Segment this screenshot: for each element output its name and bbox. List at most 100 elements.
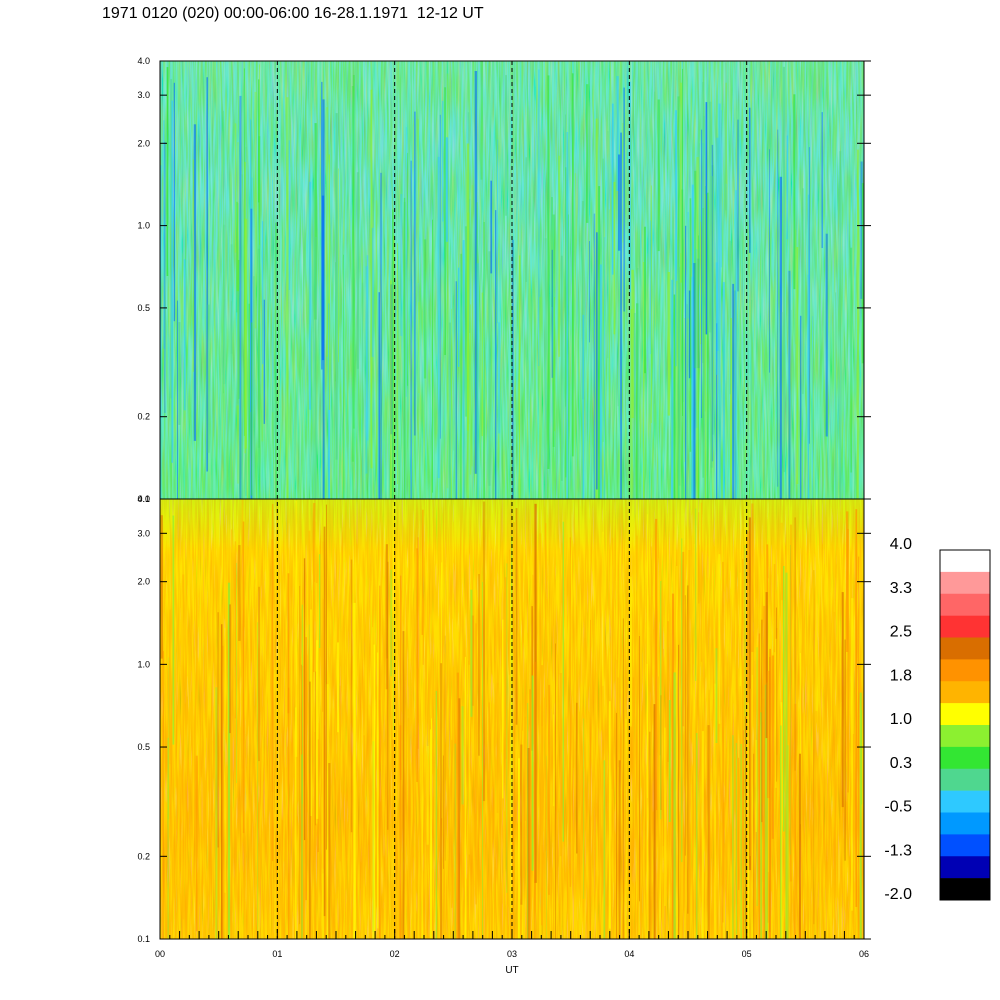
bot-stripe — [737, 586, 739, 905]
bot-stripe — [747, 702, 750, 939]
bot-stripe — [761, 721, 764, 939]
top-stripe — [432, 219, 433, 493]
bot-stripe — [470, 589, 473, 717]
top-stripe — [308, 181, 312, 410]
top-stripe — [407, 152, 409, 386]
y-tick-label: 0.5 — [137, 303, 150, 313]
bot-stripe — [783, 566, 785, 832]
bot-stripe — [813, 570, 815, 925]
bot-stripe — [732, 735, 734, 939]
top-stripe — [835, 292, 837, 499]
colorbar-swatch — [940, 725, 990, 748]
bot-stripe — [309, 681, 311, 939]
colorbar-label: -1.3 — [884, 842, 912, 859]
top-stripe — [687, 212, 689, 319]
bot-stripe — [399, 725, 402, 939]
bot-stripe — [430, 729, 432, 939]
top-stripe — [682, 68, 683, 417]
top-stripe — [729, 240, 731, 395]
x-tick-label: 01 — [272, 949, 282, 959]
bot-stripe — [502, 619, 504, 799]
top-stripe — [678, 267, 681, 486]
top-stripe — [808, 147, 810, 444]
x-tick-label: 00 — [155, 949, 165, 959]
bot-stripe — [295, 707, 297, 939]
top-stripe — [444, 87, 446, 356]
top-stripe — [643, 262, 645, 499]
top-stripe — [362, 282, 364, 499]
bot-stripe — [520, 744, 523, 905]
top-stripe — [469, 304, 472, 475]
colorbar-label: -2.0 — [884, 886, 912, 903]
top-stripe — [258, 79, 260, 203]
top-stripe — [730, 318, 732, 499]
top-stripe — [673, 294, 676, 499]
bot-stripe — [421, 634, 423, 939]
colorbar-swatch — [940, 681, 990, 704]
bot-stripe — [684, 595, 686, 856]
top-stripe — [248, 303, 250, 499]
top-stripe — [608, 209, 611, 418]
bot-stripe — [801, 582, 803, 939]
top-stripe — [622, 123, 624, 243]
bot-stripe — [287, 573, 290, 714]
top-stripe — [263, 299, 265, 424]
bot-stripe — [844, 639, 846, 861]
bot-stripe — [527, 748, 530, 939]
bot-stripe — [390, 569, 392, 677]
top-stripe — [707, 192, 709, 499]
top-stripe — [480, 61, 483, 180]
top-stripe — [694, 170, 697, 369]
bot-stripe — [667, 621, 669, 762]
colorbar-swatch — [940, 878, 990, 901]
bot-stripe — [308, 530, 311, 757]
top-stripe — [561, 255, 563, 481]
bot-stripe — [735, 743, 737, 935]
top-stripe — [716, 137, 719, 351]
bot-stripe — [440, 663, 443, 939]
bot-stripe — [443, 755, 444, 869]
bot-stripe — [799, 753, 801, 939]
bot-stripe — [482, 581, 483, 939]
bot-stripe — [740, 744, 742, 939]
top-stripe — [689, 198, 692, 452]
bot-stripe — [847, 529, 849, 793]
top-stripe — [675, 280, 678, 499]
bot-stripe — [310, 609, 312, 816]
bot-stripe — [662, 648, 664, 846]
top-stripe — [437, 156, 440, 478]
bot-stripe — [815, 499, 818, 711]
top-stripe — [375, 200, 377, 500]
top-stripe — [788, 270, 791, 499]
top-stripe — [253, 276, 255, 499]
top-stripe — [620, 132, 622, 499]
bot-stripe — [751, 503, 754, 652]
top-stripe — [476, 263, 479, 499]
bot-stripe — [754, 661, 756, 772]
top-stripe — [860, 161, 863, 299]
bot-stripe — [658, 676, 659, 931]
bot-stripe — [701, 731, 704, 939]
bot-stripe — [217, 612, 219, 848]
top-stripe — [490, 180, 493, 274]
bot-stripe — [305, 637, 307, 901]
top-stripe — [698, 143, 700, 285]
bot-stripe — [451, 739, 453, 908]
bot-stripe — [590, 619, 591, 939]
bot-stripe — [376, 652, 379, 929]
bot-stripe — [676, 566, 678, 939]
bot-stripe — [673, 672, 676, 939]
bot-stripe — [714, 683, 716, 939]
bot-stripe — [742, 558, 744, 821]
top-stripe — [702, 143, 704, 283]
top-stripe — [682, 239, 684, 402]
top-stripe — [518, 255, 521, 499]
top-stripe — [623, 87, 625, 312]
top-stripe — [275, 222, 277, 500]
bot-stripe — [337, 642, 339, 733]
top-stripe — [236, 291, 239, 406]
top-stripe — [793, 94, 796, 290]
top-stripe — [779, 176, 782, 500]
bot-stripe — [639, 636, 640, 902]
